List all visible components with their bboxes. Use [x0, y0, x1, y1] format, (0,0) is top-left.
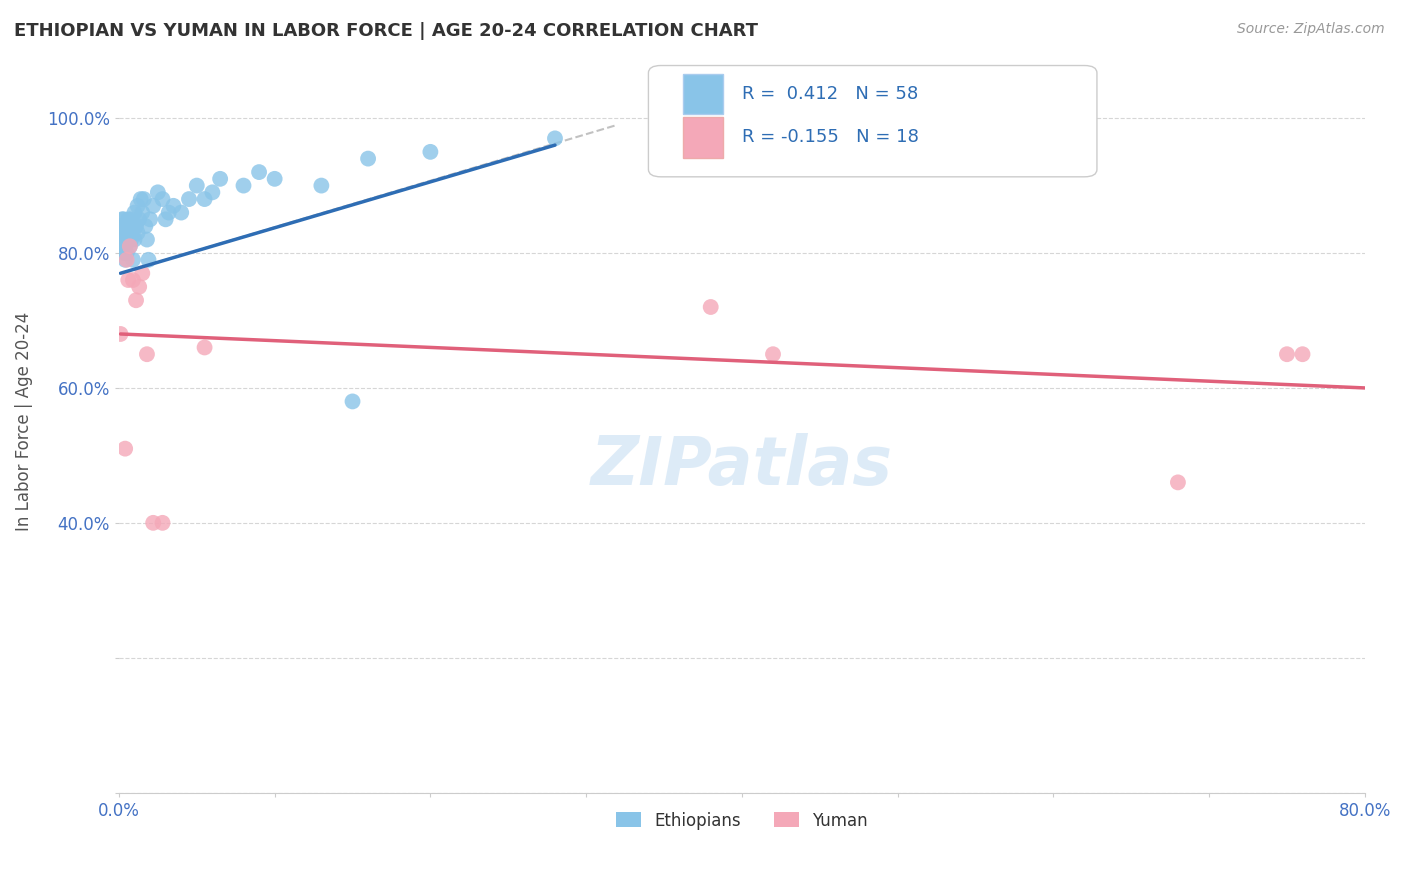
Point: [131, 266, 153, 280]
Point: [127, 199, 149, 213]
Point: [112, 212, 135, 227]
Point: [112, 226, 135, 240]
Point: [117, 212, 139, 227]
Point: [112, 246, 135, 260]
Point: [112, 233, 135, 247]
Point: [209, 171, 232, 186]
Point: [122, 273, 145, 287]
Point: [193, 341, 215, 355]
Point: [125, 293, 148, 308]
Point: [1167, 475, 1189, 490]
Point: [125, 219, 148, 233]
Point: [114, 233, 136, 247]
Point: [762, 347, 785, 361]
Point: [142, 199, 165, 213]
Point: [232, 178, 254, 193]
Point: [419, 145, 441, 159]
Point: [263, 171, 285, 186]
Point: [136, 233, 159, 247]
Point: [118, 219, 141, 233]
Point: [186, 178, 208, 193]
Point: [114, 252, 136, 267]
Point: [118, 239, 141, 253]
Point: [162, 199, 184, 213]
Point: [127, 226, 149, 240]
Point: [122, 252, 145, 267]
Point: [177, 192, 200, 206]
Point: [111, 226, 134, 240]
Point: [138, 252, 160, 267]
Text: R =  0.412   N = 58: R = 0.412 N = 58: [742, 85, 918, 103]
Point: [118, 239, 141, 253]
Point: [111, 239, 134, 253]
Point: [146, 186, 169, 200]
Point: [129, 192, 152, 206]
Point: [117, 233, 139, 247]
FancyBboxPatch shape: [683, 117, 723, 158]
Text: Source: ZipAtlas.com: Source: ZipAtlas.com: [1237, 22, 1385, 37]
Point: [152, 192, 174, 206]
Point: [142, 516, 165, 530]
Point: [342, 394, 364, 409]
Point: [170, 205, 193, 219]
Point: [115, 246, 138, 260]
Point: [115, 226, 138, 240]
Point: [1291, 347, 1313, 361]
Point: [139, 212, 162, 227]
Point: [110, 219, 132, 233]
Point: [311, 178, 333, 193]
Point: [120, 212, 142, 227]
Point: [118, 226, 141, 240]
Point: [193, 192, 215, 206]
Legend: Ethiopians, Yuman: Ethiopians, Yuman: [609, 805, 875, 837]
Point: [115, 252, 138, 267]
Point: [117, 273, 139, 287]
Point: [699, 300, 721, 314]
FancyBboxPatch shape: [683, 74, 723, 114]
Point: [115, 219, 138, 233]
Point: [120, 233, 142, 247]
Point: [155, 212, 177, 227]
Point: [131, 205, 153, 219]
Point: [111, 212, 134, 227]
Point: [122, 226, 145, 240]
Point: [247, 165, 270, 179]
Point: [124, 233, 146, 247]
Point: [124, 219, 146, 233]
Point: [114, 239, 136, 253]
Point: [357, 152, 380, 166]
Point: [152, 516, 174, 530]
Y-axis label: In Labor Force | Age 20-24: In Labor Force | Age 20-24: [15, 312, 32, 532]
Point: [110, 326, 132, 341]
Point: [128, 212, 150, 227]
Point: [132, 192, 155, 206]
Point: [128, 279, 150, 293]
Text: ETHIOPIAN VS YUMAN IN LABOR FORCE | AGE 20-24 CORRELATION CHART: ETHIOPIAN VS YUMAN IN LABOR FORCE | AGE …: [14, 22, 758, 40]
Point: [114, 442, 136, 456]
Point: [124, 205, 146, 219]
Point: [544, 131, 567, 145]
Text: ZIPatlas: ZIPatlas: [591, 434, 893, 500]
Point: [136, 347, 159, 361]
Point: [134, 219, 156, 233]
Point: [201, 186, 224, 200]
Point: [110, 233, 132, 247]
Point: [157, 205, 180, 219]
Point: [1275, 347, 1298, 361]
FancyBboxPatch shape: [648, 65, 1097, 177]
Text: R = -0.155   N = 18: R = -0.155 N = 18: [742, 128, 918, 146]
